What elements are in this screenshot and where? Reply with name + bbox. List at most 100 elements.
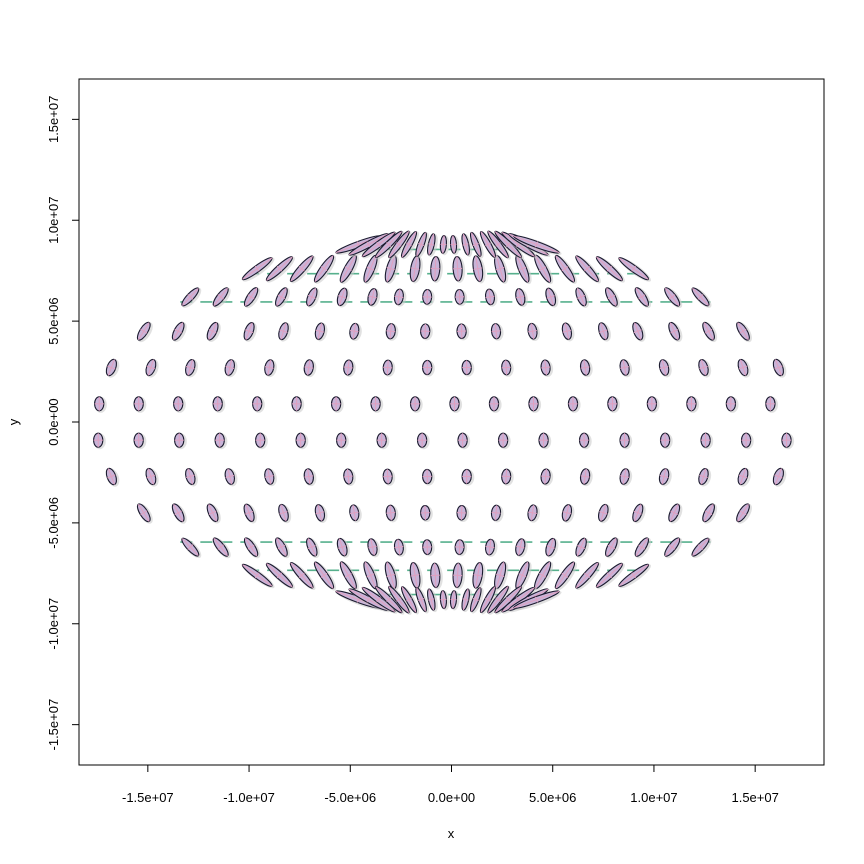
ellipse-cross bbox=[383, 360, 393, 375]
cross-v bbox=[426, 539, 429, 555]
ellipse-cross bbox=[738, 359, 748, 376]
cross-v bbox=[575, 255, 599, 282]
cross-v bbox=[737, 503, 749, 522]
ellipse-cross bbox=[546, 288, 555, 306]
cross-v bbox=[307, 359, 311, 376]
ellipse-cross bbox=[422, 539, 432, 555]
ellipse-cross bbox=[703, 322, 714, 341]
ellipse-cross bbox=[315, 504, 325, 522]
x-axis: -1.5e+07 -1.0e+07 -5.0e+06 0.0e+00 5.0e+06 1.… bbox=[122, 764, 779, 805]
ellipse-cross bbox=[296, 433, 306, 448]
cross-v bbox=[516, 561, 529, 589]
ellipse-cross bbox=[416, 587, 427, 612]
ellipse-cross bbox=[225, 468, 235, 485]
cross-v bbox=[487, 231, 509, 258]
cross-v bbox=[458, 289, 461, 305]
cross-v bbox=[401, 586, 417, 613]
ellipse-cross bbox=[462, 469, 472, 484]
cross-v bbox=[245, 322, 253, 340]
ellipse-cross bbox=[428, 233, 435, 256]
x-tick-label: -1.5e+07 bbox=[122, 790, 174, 805]
cross-v bbox=[213, 287, 229, 307]
cross-v bbox=[364, 561, 377, 589]
ellipse-cross bbox=[304, 468, 314, 485]
ellipse-cross bbox=[470, 587, 481, 612]
cross-v bbox=[307, 287, 316, 306]
cross-v bbox=[505, 469, 508, 484]
ellipse-cross bbox=[599, 322, 608, 340]
cross-v bbox=[664, 287, 680, 307]
ellipse-cross bbox=[276, 287, 287, 307]
ellipse-cross bbox=[244, 537, 258, 557]
ellipse-cross bbox=[457, 505, 467, 520]
cross-v bbox=[428, 588, 435, 611]
cross-v bbox=[307, 538, 316, 557]
ellipse-cross bbox=[606, 287, 617, 307]
x-tick-label: 0.0e+00 bbox=[428, 790, 475, 805]
ellipse-cross bbox=[364, 255, 377, 283]
ellipse-cross bbox=[386, 505, 396, 521]
cross-v bbox=[389, 505, 393, 521]
ellipse-cross bbox=[410, 562, 420, 589]
cross-v bbox=[364, 255, 377, 283]
ellipse-cross bbox=[410, 255, 420, 282]
cross-v bbox=[375, 231, 403, 258]
ellipse-cross bbox=[340, 255, 356, 283]
ellipse-cross bbox=[364, 561, 377, 589]
ellipse-cross bbox=[174, 433, 184, 448]
ellipse-cross bbox=[290, 562, 314, 589]
ellipse-cross bbox=[386, 562, 396, 589]
cross-v bbox=[634, 504, 642, 522]
cross-v bbox=[452, 590, 455, 609]
cross-v bbox=[147, 359, 155, 376]
cross-v bbox=[494, 586, 522, 613]
ellipse-cross bbox=[181, 538, 199, 557]
ellipse-cross bbox=[244, 504, 254, 522]
cross-v bbox=[618, 564, 649, 587]
ellipse-cross bbox=[692, 538, 709, 557]
ellipse-cross bbox=[546, 538, 555, 556]
cross-v bbox=[266, 563, 293, 588]
cross-v bbox=[434, 256, 437, 281]
cross-v bbox=[700, 359, 707, 376]
ellipse-cross bbox=[470, 232, 481, 257]
cross-v bbox=[267, 468, 272, 485]
cross-v bbox=[352, 323, 357, 340]
ellipse-cross bbox=[343, 469, 353, 484]
cross-v bbox=[173, 322, 184, 341]
ellipse-cross bbox=[362, 232, 396, 257]
ellipse-cross bbox=[107, 359, 116, 376]
ellipse-cross bbox=[264, 359, 274, 376]
ellipse-cross bbox=[213, 396, 223, 411]
cross-v bbox=[622, 468, 627, 485]
ellipse-cross bbox=[699, 359, 708, 376]
ellipse-cross bbox=[473, 255, 483, 282]
ellipse-cross bbox=[428, 588, 435, 611]
cross-v bbox=[606, 287, 617, 307]
y-tick-label: 1.0e+07 bbox=[46, 197, 61, 244]
ellipse-cross bbox=[304, 359, 314, 376]
cross-v bbox=[338, 288, 346, 306]
cross-v bbox=[692, 538, 709, 557]
ellipse-cross bbox=[647, 396, 657, 411]
ellipse-cross bbox=[375, 586, 403, 613]
ellipse-cross bbox=[580, 468, 590, 485]
x-tick-label: 1.5e+07 bbox=[731, 790, 778, 805]
ellipse-cross bbox=[457, 324, 467, 339]
ellipse-cross bbox=[703, 503, 714, 522]
ellipse-cross bbox=[349, 504, 359, 521]
cross-v bbox=[576, 287, 586, 306]
ellipse-cross bbox=[173, 503, 184, 522]
cross-v bbox=[456, 256, 459, 281]
cross-v bbox=[388, 586, 410, 614]
ellipse-cross bbox=[440, 235, 447, 254]
ellipse-cross bbox=[383, 469, 393, 484]
cross-v bbox=[386, 360, 389, 375]
ellipse-cross bbox=[726, 396, 736, 411]
ellipse-cross bbox=[368, 288, 377, 306]
ellipse-cross bbox=[528, 504, 537, 521]
ellipse-cross bbox=[422, 360, 432, 375]
cross-v bbox=[314, 561, 334, 589]
cross-v bbox=[362, 587, 396, 612]
ellipse-cross bbox=[575, 562, 599, 589]
